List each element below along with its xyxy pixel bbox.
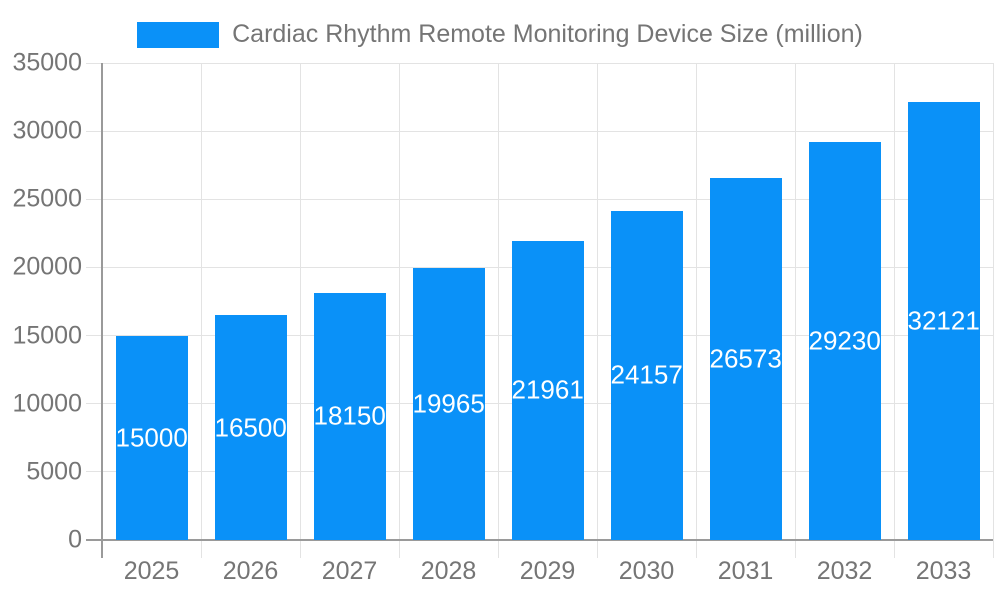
gridline [794, 63, 796, 558]
gridline [86, 198, 993, 200]
gridline [695, 63, 697, 558]
x-axis-tick-label: 2029 [519, 557, 576, 585]
y-axis-tick-label: 35000 [12, 48, 82, 77]
x-axis-tick-label: 2027 [321, 557, 378, 585]
bar-2025[interactable]: 15000 [115, 335, 188, 540]
y-axis-tick-label: 5000 [26, 457, 82, 486]
bar-value-label: 16500 [214, 412, 287, 443]
gridline [398, 63, 400, 558]
x-axis-line [86, 539, 993, 541]
y-axis-tick-label: 10000 [12, 389, 82, 418]
y-axis-tick-label: 15000 [12, 321, 82, 350]
bar-2028[interactable]: 19965 [412, 267, 485, 540]
bar-2030[interactable]: 24157 [610, 210, 683, 540]
x-axis-tick-label: 2033 [915, 557, 972, 585]
legend-swatch [137, 21, 220, 48]
y-axis-line [101, 63, 103, 558]
bar-value-label: 19965 [412, 388, 485, 419]
x-axis-tick-label: 2030 [618, 557, 675, 585]
bar-2027[interactable]: 18150 [313, 292, 386, 540]
y-axis-tick-label: 25000 [12, 184, 82, 213]
legend-item[interactable]: Cardiac Rhythm Remote Monitoring Device … [0, 20, 1000, 49]
bar-2031[interactable]: 26573 [709, 177, 782, 540]
plot-area: 15000 16500 18150 19965 21961 24157 26573 29230… [86, 62, 994, 558]
x-axis-tick-label: 2032 [816, 557, 873, 585]
bar-2032[interactable]: 29230 [808, 141, 881, 540]
x-axis-tick-label: 2026 [222, 557, 279, 585]
bar-2029[interactable]: 21961 [511, 240, 584, 540]
x-axis-tick-label: 2025 [123, 557, 180, 585]
y-axis-tick-label: 30000 [12, 116, 82, 145]
gridline [86, 62, 993, 64]
gridline [596, 63, 598, 558]
y-axis-tick-label: 0 [68, 525, 82, 554]
bar-value-label: 15000 [115, 422, 188, 453]
bar-value-label: 21961 [511, 374, 584, 405]
bar-2026[interactable]: 16500 [214, 315, 287, 540]
gridline [893, 63, 895, 558]
bar-value-label: 29230 [808, 325, 881, 356]
gridline [200, 63, 202, 558]
x-axis-tick-label: 2031 [717, 557, 774, 585]
bar-value-label: 18150 [313, 400, 386, 431]
y-axis-tick-label: 20000 [12, 252, 82, 281]
gridline [86, 130, 993, 132]
gridline [299, 63, 301, 558]
legend-label: Cardiac Rhythm Remote Monitoring Device … [232, 20, 863, 48]
bar-2033[interactable]: 32121 [907, 102, 980, 540]
x-axis-tick-label: 2028 [420, 557, 477, 585]
bar-value-label: 32121 [907, 305, 980, 336]
bar-value-label: 24157 [610, 359, 683, 390]
gridline [497, 63, 499, 558]
gridline [992, 63, 994, 558]
bar-value-label: 26573 [709, 343, 782, 374]
